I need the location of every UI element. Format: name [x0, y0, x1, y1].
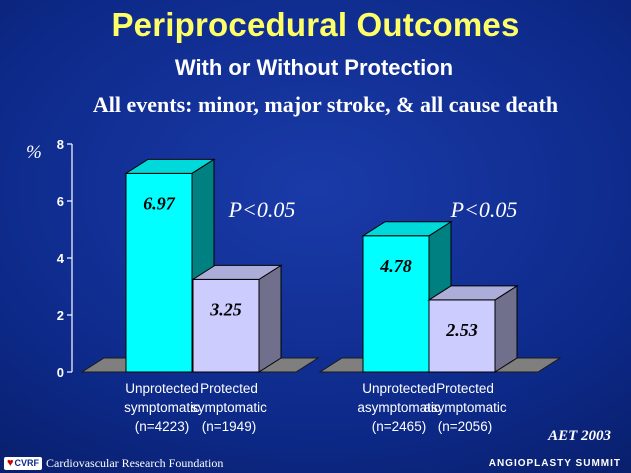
bar-top	[427, 285, 519, 301]
source-citation: AET 2003	[548, 428, 611, 444]
y-tick-label: 6	[57, 194, 64, 209]
y-tick-label: 8	[57, 137, 64, 152]
bar-side	[258, 264, 282, 373]
bar-front	[125, 172, 193, 373]
category-label: (n=1949)	[202, 419, 256, 434]
cvrf-logo: ♥ CVRF	[4, 456, 43, 470]
foundation-name: Cardiovascular Research Foundation	[46, 455, 224, 470]
category-label: Protected	[436, 381, 494, 396]
heart-icon: ♥	[7, 456, 14, 469]
p-value-annotation: P<0.05	[450, 197, 518, 222]
category-label: Unprotected	[362, 381, 436, 396]
bar-value-label: 6.97	[143, 193, 176, 213]
category-label: symptomatic	[124, 400, 200, 415]
category-label: Protected	[200, 381, 258, 396]
bar-side	[494, 284, 518, 373]
category-label: asymptomatic	[357, 400, 441, 415]
p-value-annotation: P<0.05	[228, 197, 296, 222]
category-label: (n=2465)	[372, 419, 426, 434]
footer-branding: ♥ CVRF Cardiovascular Research Foundatio…	[4, 455, 223, 471]
bar-top	[124, 158, 216, 174]
y-tick-label: 4	[57, 251, 65, 266]
y-tick-label: 2	[57, 308, 64, 323]
y-axis-label: %	[26, 142, 42, 163]
slide-title: Periprocedural Outcomes	[111, 6, 520, 43]
bar-front	[192, 278, 260, 373]
bar-top	[361, 221, 453, 237]
category-label: symptomatic	[191, 400, 267, 415]
y-tick-label: 0	[57, 365, 64, 380]
bar-top	[191, 264, 283, 280]
slide-subtitle: With or Without Protection	[174, 55, 454, 80]
category-label: asymptomatic	[423, 400, 507, 415]
logo-text: CVRF	[14, 457, 40, 468]
category-label: (n=4223)	[135, 419, 189, 434]
category-label: Unprotected	[125, 381, 199, 396]
bar-value-label: 2.53	[445, 320, 478, 340]
bar-value-label: 3.25	[209, 299, 242, 319]
category-label: (n=2056)	[438, 419, 492, 434]
event-name: ANGIOPLASTY SUMMIT	[488, 458, 621, 469]
events-description: All events: minor, major stroke, & all c…	[92, 92, 559, 117]
bar-value-label: 4.78	[379, 256, 412, 276]
